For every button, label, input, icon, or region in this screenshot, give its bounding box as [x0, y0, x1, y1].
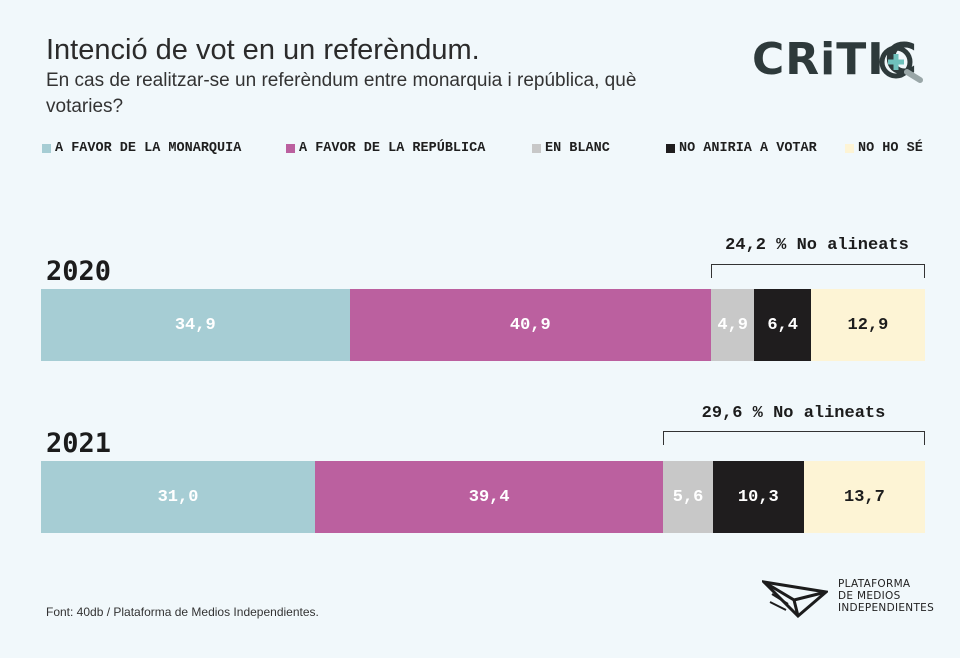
- bar-segment: 34,9: [41, 289, 350, 361]
- legend-label: A FAVOR DE LA MONARQUIA: [55, 141, 242, 156]
- bar-segment: 6,4: [754, 289, 811, 361]
- bar-segment: 31,0: [41, 461, 316, 533]
- bar-segment: 5,6: [663, 461, 713, 533]
- bar-2020: 34,9 40,9 4,9 6,4 12,9: [41, 289, 925, 361]
- bracket-label-2021: 29,6 % No alineats: [701, 404, 886, 423]
- bar-segment: 13,7: [803, 461, 925, 533]
- legend-label: NO HO SÉ: [858, 141, 923, 156]
- legend-label: NO ANIRIA A VOTAR: [679, 141, 817, 156]
- bar-segment: 40,9: [349, 289, 712, 361]
- legend-swatch: [42, 144, 51, 153]
- legend-item: EN BLANC: [532, 141, 610, 156]
- plus-magnifier-icon: [879, 45, 923, 83]
- bar-segment: 4,9: [711, 289, 755, 361]
- bracket-label-2020: 24,2 % No alineats: [725, 236, 909, 255]
- year-label-2021: 2021: [46, 428, 112, 459]
- bar-segment: 12,9: [810, 289, 925, 361]
- partner-line: DE MEDIOS: [838, 590, 901, 602]
- paper-plane-icon: [762, 580, 828, 618]
- partner-line: PLATAFORMA: [838, 578, 911, 590]
- source-note: Font: 40db / Plataforma de Medios Indepe…: [46, 605, 319, 619]
- legend-swatch: [845, 144, 854, 153]
- chart-title: Intenció de vot en un referèndum.: [46, 34, 480, 66]
- partner-logo-text: PLATAFORMA DE MEDIOS INDEPENDIENTES: [838, 578, 948, 614]
- bar-segment: 39,4: [315, 461, 664, 533]
- bracket-2021: [663, 431, 925, 445]
- legend-swatch: [666, 144, 675, 153]
- legend-label: EN BLANC: [545, 141, 610, 156]
- legend-swatch: [286, 144, 295, 153]
- legend-item: NO ANIRIA A VOTAR: [666, 141, 817, 156]
- bracket-2020: [711, 264, 925, 278]
- legend-item: NO HO SÉ: [845, 141, 923, 156]
- bar-2021: 31,0 39,4 5,6 10,3 13,7: [41, 461, 925, 533]
- year-label-2020: 2020: [46, 256, 112, 287]
- legend-swatch: [532, 144, 541, 153]
- bar-segment: 10,3: [712, 461, 804, 533]
- partner-line: INDEPENDIENTES: [838, 602, 935, 614]
- legend-item: A FAVOR DE LA MONARQUIA: [42, 141, 241, 156]
- chart-subtitle: En cas de realitzar-se un referèndum ent…: [46, 70, 637, 117]
- chart-legend: A FAVOR DE LA MONARQUIA A FAVOR DE LA RE…: [42, 141, 942, 161]
- legend-item: A FAVOR DE LA REPÚBLICA: [286, 141, 485, 156]
- legend-label: A FAVOR DE LA REPÚBLICA: [299, 141, 486, 156]
